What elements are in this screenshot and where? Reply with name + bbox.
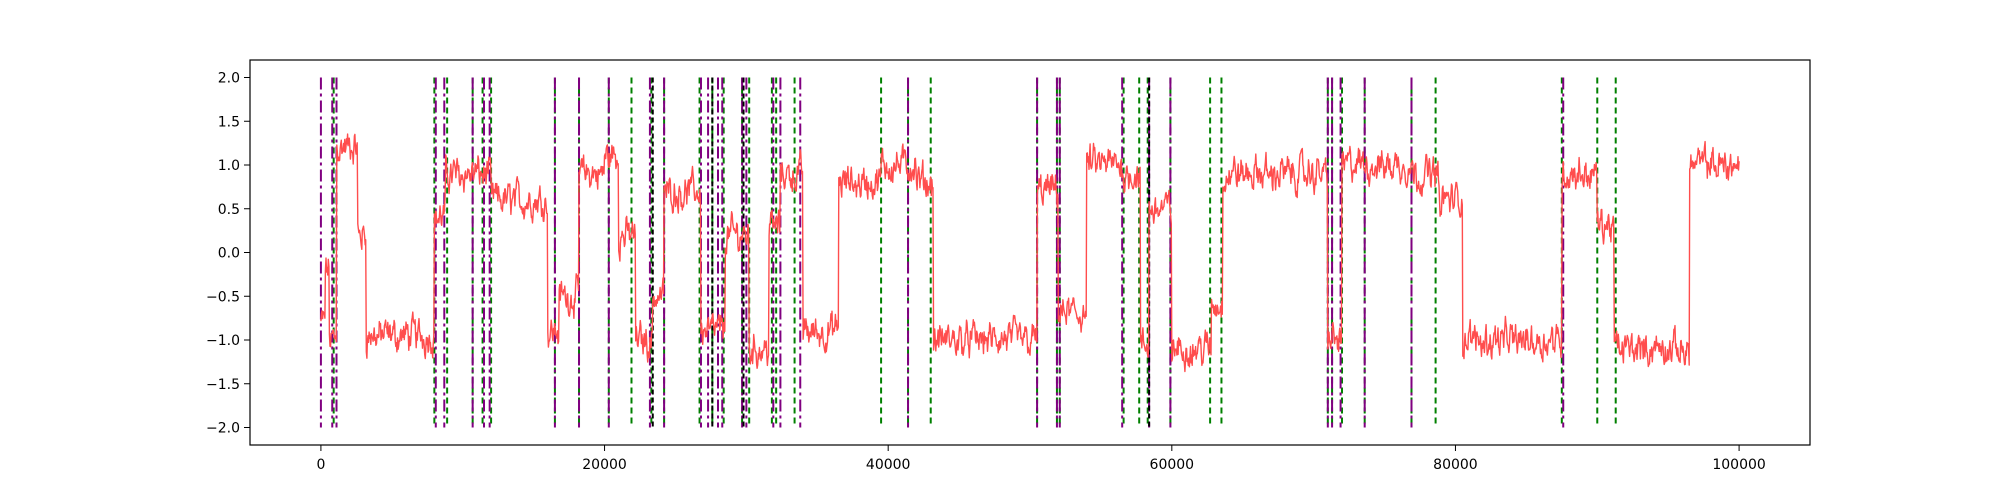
x-tick-label: 20000: [582, 457, 627, 473]
vertical-lines-layer: [319, 77, 1617, 428]
x-tick-label: 80000: [1433, 457, 1478, 473]
x-tick-label: 100000: [1712, 457, 1765, 473]
y-tick-label: −1.5: [206, 377, 240, 393]
series-layer: [320, 133, 1740, 373]
y-tick-label: 1.5: [218, 114, 240, 130]
x-tick-label: 60000: [1150, 457, 1195, 473]
signal-series-line: [320, 133, 1740, 373]
x-tick-label: 40000: [866, 457, 911, 473]
y-tick-label: −1.0: [206, 333, 240, 349]
y-tick-label: 0.0: [218, 246, 240, 262]
x-tick-label: 0: [316, 457, 325, 473]
y-tick-label: −0.5: [206, 289, 240, 305]
y-tick-label: 2.0: [218, 71, 240, 87]
y-tick-label: −2.0: [206, 421, 240, 437]
y-tick-label: 1.0: [218, 158, 240, 174]
y-tick-label: 0.5: [218, 202, 240, 218]
axis-layer: 0 20000 40000 60000 80000 100000 −2.0 −1.5 −1.0 −…: [206, 59, 1811, 473]
